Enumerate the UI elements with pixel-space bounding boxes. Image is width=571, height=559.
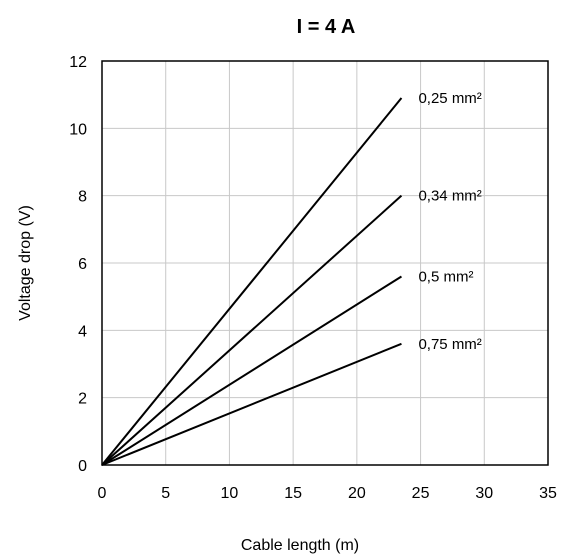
x-tick-label: 25 xyxy=(412,485,430,502)
x-tick-label: 0 xyxy=(98,485,107,502)
plot-frame xyxy=(101,60,549,466)
series-label: 0,25 mm² xyxy=(418,90,481,107)
series-line xyxy=(101,194,403,466)
y-tick-label: 4 xyxy=(78,323,87,340)
series-label: 0,34 mm² xyxy=(418,188,481,205)
x-tick-labels: 0 5 10 15 20 25 30 35 xyxy=(98,485,557,502)
series-label: 0,75 mm² xyxy=(418,336,481,353)
x-tick-label: 30 xyxy=(475,485,493,502)
x-axis-title: Cable length (m) xyxy=(241,537,359,554)
y-tick-label: 2 xyxy=(78,391,87,408)
chart-title: I = 4 A xyxy=(297,16,356,38)
y-tick-label: 10 xyxy=(69,121,87,138)
series-lines: 0,25 mm² 0,34 mm² 0,5 mm² 0,75 mm² xyxy=(101,90,482,466)
y-axis-title: Voltage drop (V) xyxy=(17,205,34,321)
x-tick-label: 10 xyxy=(221,485,239,502)
y-tick-label: 12 xyxy=(69,54,87,71)
series-line xyxy=(101,342,402,466)
y-tick-labels: 0 2 4 6 8 10 12 xyxy=(69,54,87,475)
series-line xyxy=(101,275,402,466)
y-tick-label: 6 xyxy=(78,256,87,273)
x-tick-label: 15 xyxy=(284,485,302,502)
series-line xyxy=(101,97,403,466)
series-label: 0,5 mm² xyxy=(418,268,473,285)
x-tick-label: 35 xyxy=(539,485,557,502)
y-tick-label: 0 xyxy=(78,458,87,475)
x-tick-label: 5 xyxy=(161,485,170,502)
x-tick-label: 20 xyxy=(348,485,366,502)
y-tick-label: 8 xyxy=(78,189,87,206)
